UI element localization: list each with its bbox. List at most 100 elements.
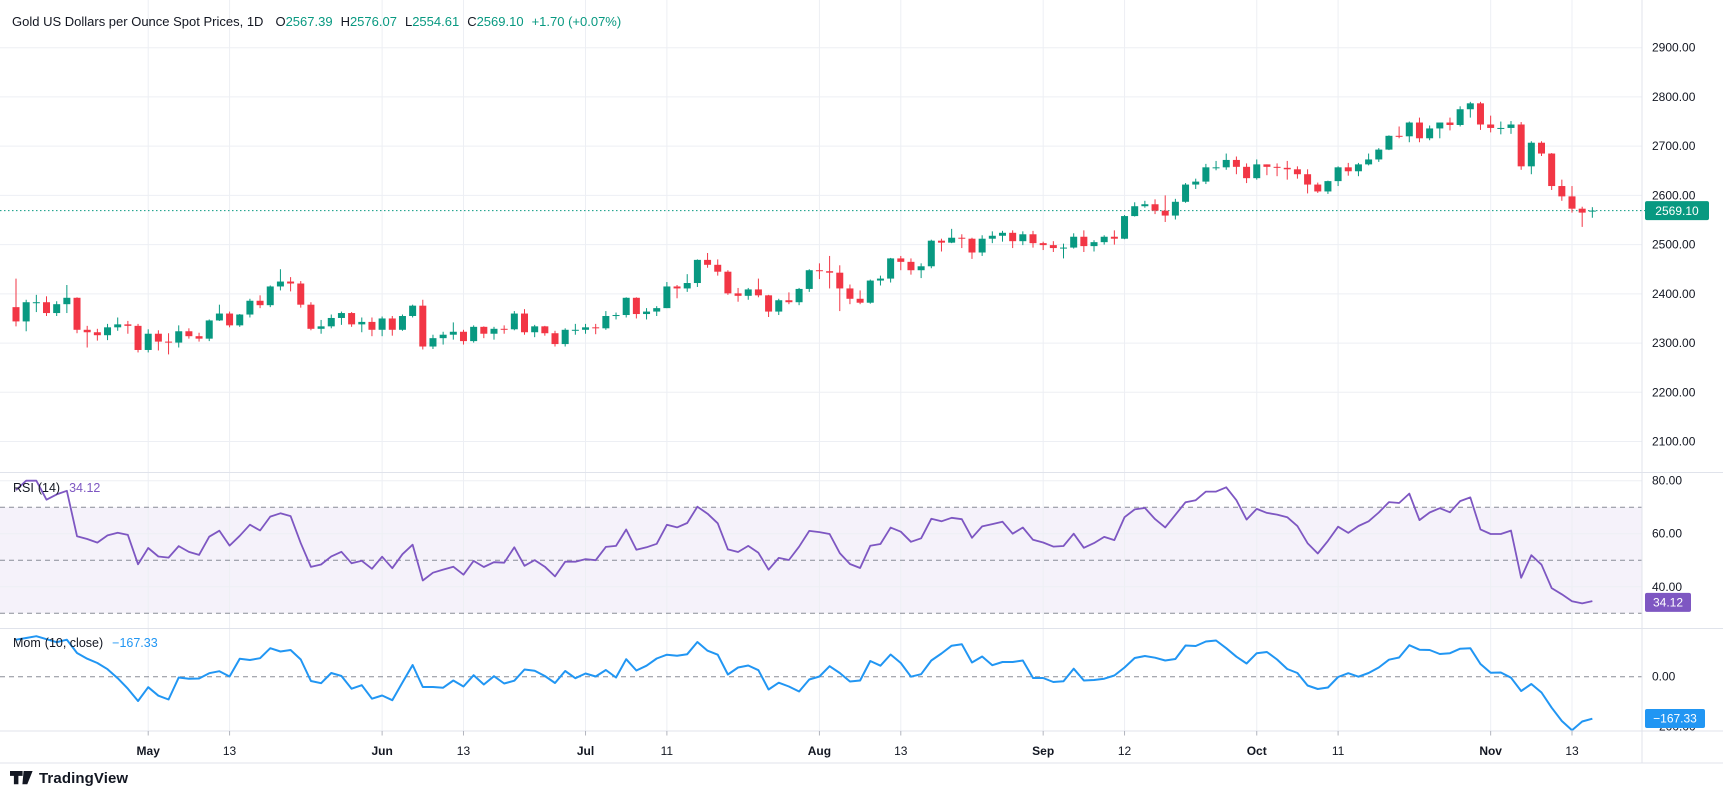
time-tick-label: 12 [1118, 744, 1132, 758]
candle [459, 331, 467, 342]
candle [348, 313, 356, 325]
candle [83, 329, 91, 333]
mom-legend[interactable]: Mom (10, close) −167.33 [13, 635, 158, 651]
candle [1517, 124, 1525, 167]
candle [1049, 245, 1057, 249]
candle [663, 286, 671, 309]
candle [561, 329, 569, 345]
candle [154, 333, 162, 342]
candle [795, 288, 803, 303]
candle [978, 238, 986, 253]
candle [1273, 166, 1281, 168]
low-value: 2554.61 [412, 14, 460, 29]
candle [287, 281, 295, 284]
candle [317, 326, 325, 329]
candle [429, 338, 437, 347]
candle [1466, 103, 1474, 110]
candle [1324, 181, 1332, 192]
candle [1100, 236, 1108, 243]
candle [510, 313, 518, 330]
rsi-value-box-text: 34.12 [1653, 596, 1683, 610]
candle [582, 327, 590, 330]
candle [754, 289, 762, 296]
rsi-value-box [1645, 592, 1691, 612]
candle [551, 333, 559, 345]
candle [1415, 122, 1423, 139]
tradingview-logo-icon[interactable] [10, 769, 33, 787]
candle [449, 331, 457, 335]
candle [1060, 247, 1068, 249]
candle [815, 270, 823, 272]
candle [785, 300, 793, 303]
candle [948, 237, 956, 243]
candle [1212, 167, 1220, 169]
candle [124, 324, 132, 326]
candle [1070, 236, 1078, 248]
candle [643, 311, 651, 315]
candle [63, 297, 71, 305]
time-tick-label: Jun [371, 744, 392, 758]
time-axis-labels: May 13 Jun 13 Jul 11 Aug 13 Sep 12 Oct 11 Nov 13 [137, 744, 1579, 758]
candle [1538, 142, 1545, 154]
tradingview-logo-text[interactable]: TradingView [39, 769, 129, 787]
candle [826, 271, 834, 273]
candle [419, 305, 427, 347]
candle [1039, 243, 1047, 246]
candle [1588, 210, 1596, 212]
candle [22, 302, 30, 322]
change-value: +1.70 (+0.07%) [531, 14, 622, 29]
time-tick-label: 11 [661, 744, 674, 758]
indicator-level-lines [0, 506, 1642, 678]
mom-title: Mom [13, 636, 41, 650]
candle [1009, 232, 1017, 242]
candle [1232, 159, 1240, 167]
candle [1090, 242, 1098, 247]
close-label: C [467, 14, 477, 29]
high-value: 2576.07 [349, 14, 397, 29]
candle [1171, 201, 1179, 216]
candle [266, 286, 274, 306]
candle [205, 320, 213, 339]
candle [856, 298, 864, 303]
candle [1121, 216, 1129, 239]
price-axis[interactable] [1643, 0, 1723, 763]
candle [1354, 164, 1362, 172]
candle [1222, 159, 1230, 168]
time-tick-label: 13 [223, 744, 237, 758]
candle [1243, 166, 1251, 179]
candle [1334, 167, 1342, 182]
mom-value-box-text: −167.33 [1653, 712, 1697, 726]
candle [846, 288, 854, 299]
rsi-legend[interactable]: RSI (14) 34.12 [13, 480, 100, 496]
candle [1385, 135, 1393, 150]
candle [500, 328, 508, 330]
candle [704, 259, 712, 265]
rsi-params: (14) [37, 481, 61, 495]
price-tick-label: 2900.00 [1652, 41, 1696, 55]
candle [866, 280, 874, 303]
candle [1487, 124, 1495, 128]
time-tick-label: Sep [1032, 744, 1054, 758]
candle [734, 293, 742, 296]
candle [765, 295, 773, 312]
candle [1304, 174, 1312, 185]
time-axis[interactable] [0, 732, 1642, 763]
rsi-tick-label: 80.00 [1652, 474, 1682, 488]
time-tick-label: Jul [577, 744, 594, 758]
symbol-title: Gold US Dollars per Ounce Spot Prices, 1… [12, 14, 264, 29]
candle [53, 304, 61, 314]
candle [836, 272, 844, 289]
rsi-title: RSI [13, 481, 34, 495]
candle [521, 313, 528, 333]
candle [714, 264, 722, 272]
candle [12, 307, 20, 322]
candle [531, 326, 539, 333]
candle [114, 324, 122, 328]
candle [1253, 164, 1261, 179]
candle [1568, 196, 1576, 209]
candle [236, 314, 244, 326]
candle [1161, 210, 1169, 216]
main-series-legend[interactable]: Gold US Dollars per Ounce Spot Prices, 1… [12, 14, 621, 30]
candle [1578, 208, 1586, 213]
